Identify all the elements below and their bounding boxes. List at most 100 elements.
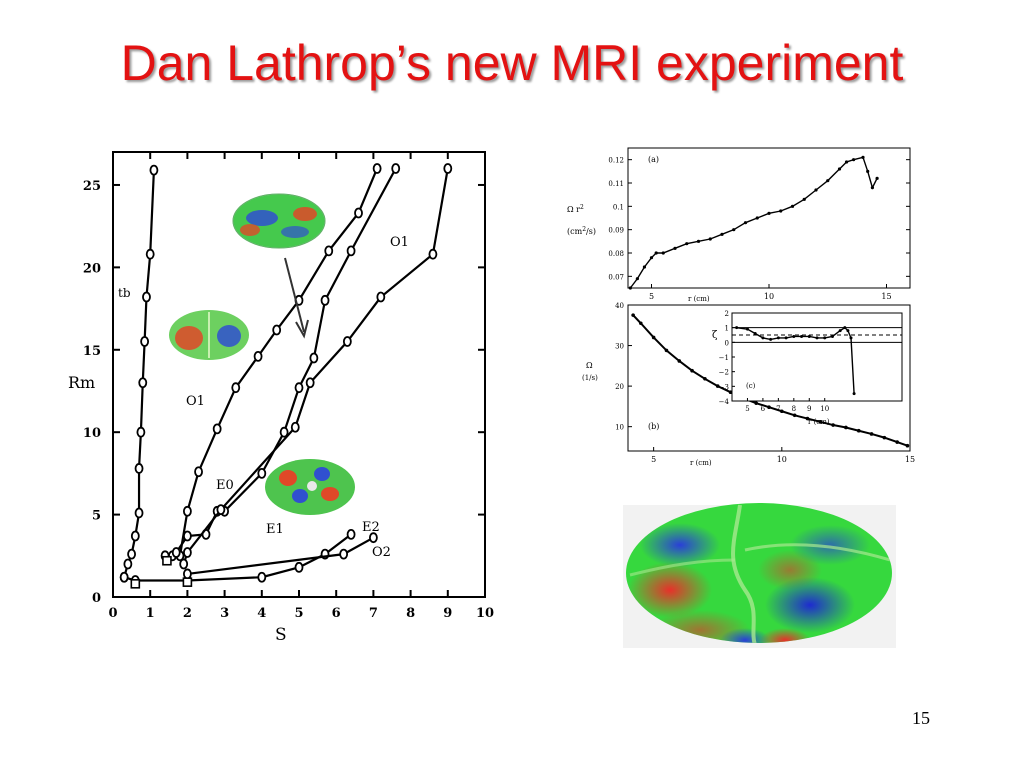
a-data-point (767, 211, 771, 215)
b-data-point (905, 443, 910, 448)
b-data-point (639, 321, 643, 326)
ylabel-omega-r2: Ω r2 (567, 204, 584, 214)
c-data-point (761, 336, 765, 340)
a-data-point (779, 209, 783, 213)
data-point (142, 291, 151, 303)
a-data-point (826, 179, 830, 183)
a-data-point (802, 197, 806, 201)
b-data-point (677, 359, 682, 363)
b-y-tick-label: 10 (615, 424, 624, 432)
b-data-point (831, 423, 835, 427)
b-data-point (631, 313, 635, 317)
c-y-tick-label: 0 (725, 339, 729, 347)
annotation-o1-left: O1 (186, 394, 205, 409)
b-data-point (818, 420, 823, 424)
data-point (138, 377, 148, 389)
square-marker (162, 555, 172, 566)
a-data-point (814, 188, 818, 192)
b-data-point (856, 428, 861, 433)
b-x-tick-label: 10 (777, 455, 787, 464)
ylabel-omega-r2-units: (cm2/s) (567, 226, 596, 236)
a-data-point (696, 239, 701, 243)
c-data-point (846, 329, 850, 333)
data-point (130, 530, 140, 542)
b-x-tick-label: 15 (905, 455, 915, 464)
xlabel-r-b: r (cm) (690, 459, 712, 467)
page-number: 15 (912, 708, 930, 728)
a-x-tick-label: 15 (881, 292, 891, 301)
data-point (119, 571, 129, 583)
b-data-point (805, 416, 810, 421)
data-point (140, 336, 150, 347)
c-data-point (745, 327, 749, 331)
data-point (182, 547, 192, 558)
a-data-point (732, 228, 736, 232)
a-data-point (852, 158, 856, 162)
x-tick-label: 7 (369, 606, 378, 621)
b-data-point (690, 368, 694, 373)
y-tick-label: 20 (83, 261, 101, 276)
y-tick-label: 10 (83, 426, 101, 441)
a-data-point (844, 160, 849, 164)
b-data-point (754, 401, 758, 405)
data-point (305, 377, 315, 389)
c-data-point (849, 336, 853, 340)
data-point (391, 163, 401, 174)
x-tick-label: 9 (443, 606, 452, 621)
data-point (324, 245, 334, 257)
annotation-o2: O2 (372, 545, 391, 560)
x-tick-label: 4 (257, 606, 266, 621)
x-tick-label: 0 (108, 606, 117, 621)
panel-b-frame (627, 304, 911, 452)
data-point (182, 530, 192, 542)
data-point (376, 291, 386, 303)
data-point (320, 294, 330, 306)
b-data-point (703, 377, 707, 381)
c-data-point (800, 334, 804, 338)
data-point (309, 352, 319, 364)
data-point (443, 163, 453, 174)
a-y-tick-label: 0.1 (613, 203, 624, 211)
a-data-point (661, 251, 665, 255)
a-data-point (866, 169, 870, 173)
c-data-point (830, 334, 834, 338)
panel-a-label: (a) (648, 155, 659, 164)
b-data-point (715, 384, 720, 388)
c-y-tick-label: −1 (719, 354, 729, 362)
annotation-e1: E1 (266, 522, 284, 537)
a-data-point (755, 216, 759, 220)
data-point (194, 466, 203, 478)
data-point (257, 467, 267, 479)
c-x-tick-label: 6 (761, 405, 766, 413)
annotation-e0: E0 (216, 478, 234, 493)
c-data-point (852, 392, 856, 396)
ylabel-zeta: ζ (712, 330, 718, 341)
data-point (294, 382, 304, 394)
c-data-point (753, 332, 757, 336)
b-data-point (792, 413, 797, 418)
a-y-tick-label: 0.12 (608, 157, 624, 165)
c-data-point (815, 336, 819, 340)
b-y-tick-label: 30 (615, 343, 624, 351)
data-point (149, 164, 159, 176)
data-point (179, 558, 189, 570)
ylabel-rm: Rm (68, 373, 95, 392)
b-x-tick-label: 5 (651, 455, 656, 464)
a-data-point (743, 221, 748, 225)
a-y-tick-label: 0.08 (608, 250, 624, 258)
a-data-point (673, 246, 677, 250)
y-tick-label: 5 (92, 509, 101, 524)
ylabel-omega-units: (1/s) (582, 374, 598, 382)
c-data-point (792, 334, 796, 338)
c-data-point (838, 329, 842, 333)
b-data-point (882, 435, 887, 440)
mode-pattern-inset-lower (265, 459, 355, 515)
b-data-point (651, 335, 656, 340)
data-point (346, 245, 356, 257)
x-tick-label: 8 (406, 606, 415, 621)
data-point (136, 426, 146, 438)
a-data-point (720, 232, 724, 236)
c-x-tick-label: 7 (776, 405, 780, 413)
c-x-tick-label: 9 (807, 405, 811, 413)
b-data-point (844, 425, 848, 430)
